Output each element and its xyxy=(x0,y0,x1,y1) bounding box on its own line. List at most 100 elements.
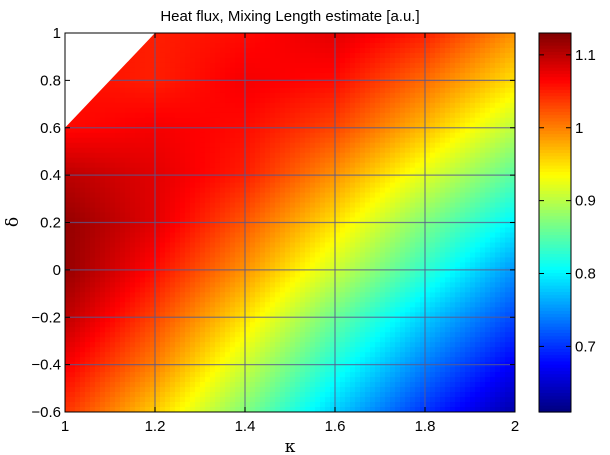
heatmap-cell xyxy=(180,247,186,254)
heatmap-cell xyxy=(320,352,326,358)
heatmap-cell xyxy=(120,377,126,383)
heatmap-cell xyxy=(140,162,146,169)
heatmap-cell xyxy=(380,372,386,378)
heatmap-cell xyxy=(195,122,201,129)
heatmap-cell xyxy=(320,167,326,174)
heatmap-cell xyxy=(345,52,351,59)
heatmap-cell xyxy=(220,102,226,109)
heatmap-cell xyxy=(110,162,116,169)
heatmap-cell xyxy=(225,262,231,268)
heatmap-cell xyxy=(240,302,246,308)
heatmap-cell xyxy=(235,397,241,403)
heatmap-cell xyxy=(340,42,346,49)
heatmap-cell xyxy=(160,322,166,328)
heatmap-cell xyxy=(215,107,221,114)
heatmap-cell xyxy=(320,257,326,263)
heatmap-cell xyxy=(140,167,146,174)
heatmap-cell xyxy=(330,307,336,313)
heatmap-cell xyxy=(290,367,296,373)
heatmap-cell xyxy=(90,347,96,353)
heatmap-cell xyxy=(295,57,301,64)
heatmap-cell xyxy=(275,357,281,363)
heatmap-cell xyxy=(360,402,366,408)
heatmap-cell xyxy=(190,42,196,49)
heatmap-cell xyxy=(230,337,236,343)
heatmap-cell xyxy=(380,117,386,124)
heatmap-cell xyxy=(120,132,126,139)
heatmap-cell xyxy=(205,57,211,64)
heatmap-cell xyxy=(350,332,356,338)
heatmap-cell xyxy=(110,212,116,219)
heatmap-cell xyxy=(365,372,371,378)
heatmap-cell xyxy=(390,42,396,49)
heatmap-cell xyxy=(280,112,286,119)
heatmap-cell xyxy=(315,277,321,283)
heatmap-cell xyxy=(205,47,211,54)
heatmap-cell xyxy=(75,342,81,348)
heatmap-cell xyxy=(255,277,261,283)
heatmap-cell xyxy=(385,152,391,159)
heatmap-cell xyxy=(175,387,181,393)
heatmap-cell xyxy=(295,147,301,154)
heatmap-cell xyxy=(70,197,76,204)
heatmap-cell xyxy=(215,37,221,44)
heatmap-cell xyxy=(80,377,86,383)
heatmap-cell xyxy=(275,372,281,378)
heatmap-cell xyxy=(310,33,316,39)
heatmap-cell xyxy=(175,82,181,89)
heatmap-cell xyxy=(195,282,201,288)
heatmap-cell xyxy=(165,282,171,288)
heatmap-cell xyxy=(195,402,201,408)
heatmap-cell xyxy=(135,137,141,144)
heatmap-cell xyxy=(345,387,351,393)
heatmap-cell xyxy=(325,117,331,124)
heatmap-cell xyxy=(215,227,221,234)
heatmap-cell xyxy=(80,112,86,119)
heatmap-cell xyxy=(305,407,311,412)
heatmap-cell xyxy=(65,407,71,412)
heatmap-cell xyxy=(125,332,131,338)
heatmap-cell xyxy=(150,247,156,254)
heatmap-cell xyxy=(140,357,146,363)
heatmap-cell xyxy=(110,397,116,403)
heatmap-cell xyxy=(380,282,386,288)
heatmap-cell xyxy=(310,392,316,398)
heatmap-cell xyxy=(350,202,356,209)
heatmap-cell xyxy=(330,67,336,74)
heatmap-cell xyxy=(195,292,201,298)
heatmap-cell xyxy=(305,347,311,353)
heatmap-cell xyxy=(380,57,386,64)
heatmap-cell xyxy=(105,372,111,378)
heatmap-cell xyxy=(330,42,336,49)
heatmap-cell xyxy=(105,367,111,373)
heatmap-cell xyxy=(375,347,381,353)
heatmap-cell xyxy=(380,33,386,39)
heatmap-cell xyxy=(330,402,336,408)
heatmap-cell xyxy=(300,227,306,234)
heatmap-cell xyxy=(315,407,321,412)
heatmap-cell xyxy=(335,297,341,303)
heatmap-cell xyxy=(275,112,281,119)
heatmap-cell xyxy=(360,397,366,403)
heatmap-cell xyxy=(350,92,356,99)
heatmap-cell xyxy=(375,87,381,94)
heatmap-cell xyxy=(375,232,381,239)
heatmap-cell xyxy=(360,87,366,94)
heatmap-cell xyxy=(75,407,81,412)
heatmap-cell xyxy=(225,72,231,79)
heatmap-cell xyxy=(335,47,341,54)
heatmap-cell xyxy=(365,242,371,249)
heatmap-cell xyxy=(70,192,76,199)
heatmap-cell xyxy=(245,332,251,338)
heatmap-cell xyxy=(255,62,261,69)
heatmap-cell xyxy=(370,277,376,283)
heatmap-cell xyxy=(365,237,371,244)
heatmap-cell xyxy=(290,392,296,398)
heatmap-cell xyxy=(340,257,346,263)
heatmap-cell xyxy=(280,192,286,199)
heatmap-cell xyxy=(210,67,216,74)
heatmap-cell xyxy=(390,102,396,109)
heatmap-cell xyxy=(265,302,271,308)
heatmap-cell xyxy=(365,332,371,338)
heatmap-cell xyxy=(365,182,371,189)
